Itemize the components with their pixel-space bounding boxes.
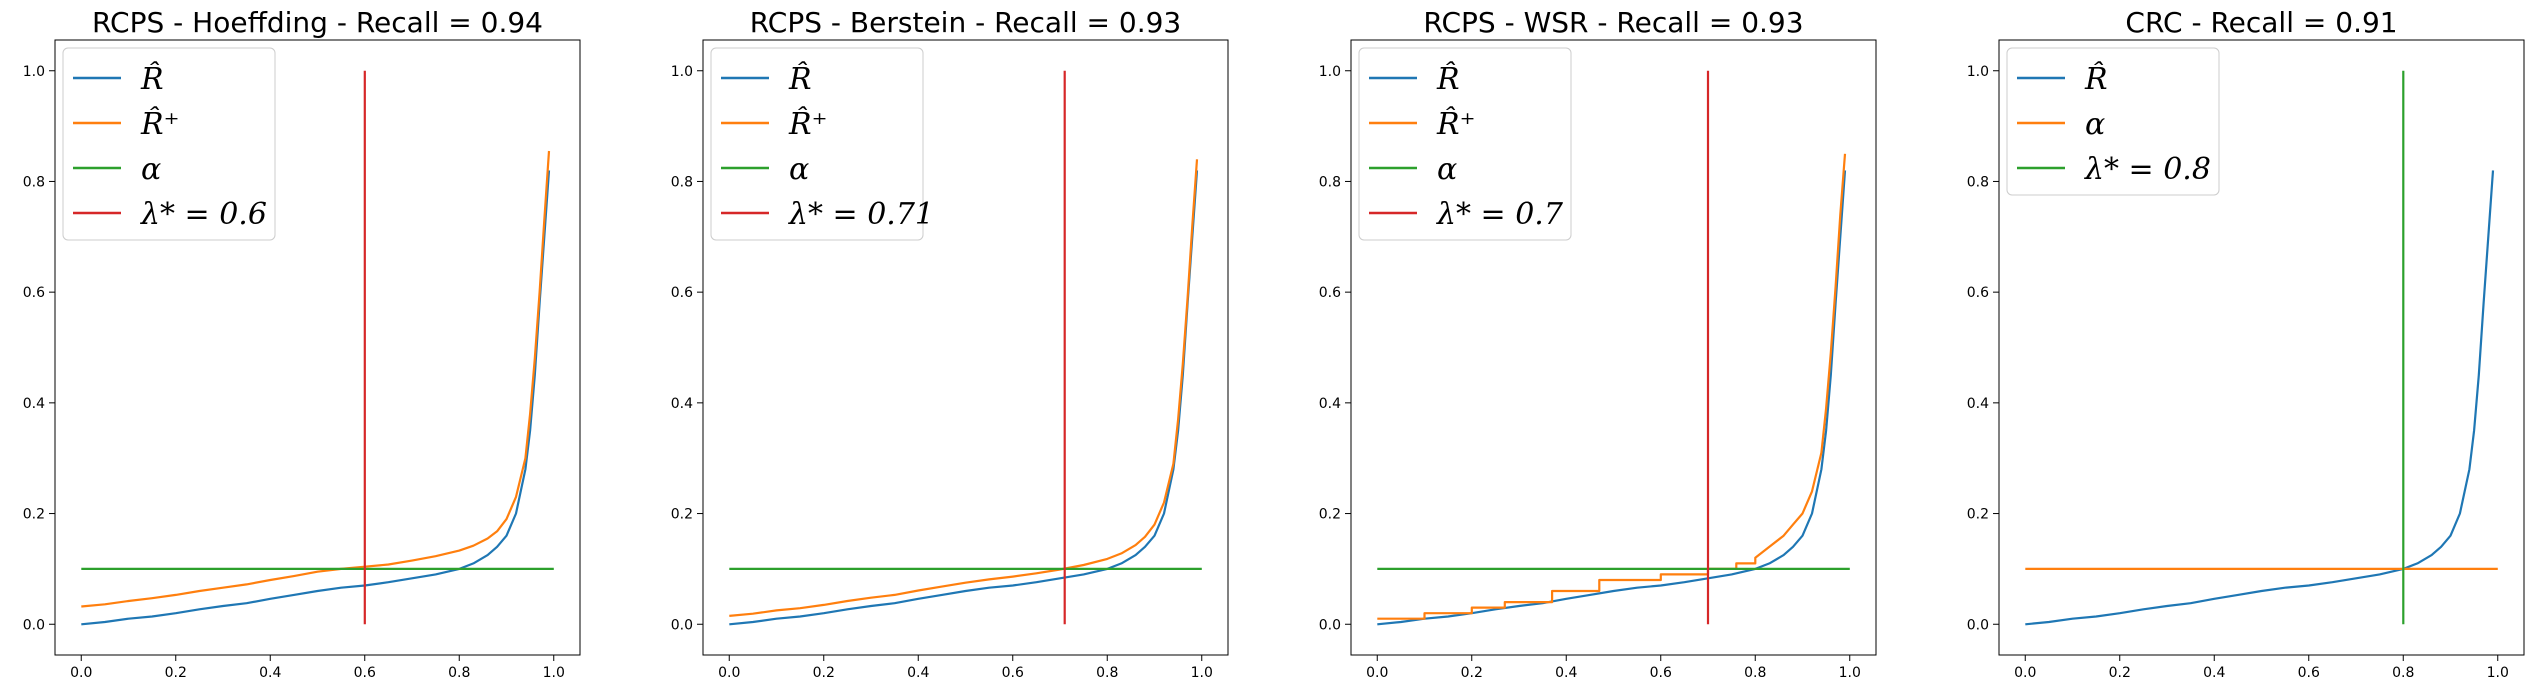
legend-label: R̂ [140, 62, 164, 97]
legend-label: α [789, 152, 809, 187]
legend-label: λ* = 0.8 [2084, 152, 2211, 187]
x-tick-label: 0.0 [1366, 665, 1388, 681]
y-tick-label: 0.6 [671, 285, 693, 301]
series-line-1 [2025, 170, 2495, 626]
x-tick-label: 0.8 [2392, 665, 2414, 681]
legend-label: α [1437, 152, 1457, 187]
y-tick-label: 0.4 [1319, 396, 1341, 412]
x-tick-label: 0.8 [448, 665, 470, 681]
x-tick-label: 0.2 [813, 665, 835, 681]
legend-label: λ* = 0.7 [1436, 197, 1564, 232]
x-tick-label: 0.2 [1461, 665, 1483, 681]
series-line-1 [1377, 170, 1847, 626]
y-tick-label: 0.2 [1967, 507, 1989, 523]
x-tick-label: 0.0 [2014, 665, 2036, 681]
y-tick-label: 1.0 [671, 64, 693, 80]
y-tick-label: 0.8 [23, 174, 45, 190]
x-tick-label: 0.4 [907, 665, 929, 681]
x-tick-label: 0.6 [354, 665, 376, 681]
y-tick-label: 0.0 [23, 617, 45, 633]
chart-panel-3: RCPS - WSR - Recall = 0.93 0.0 0.2 0.4 0.6 0.… [1319, 6, 1877, 681]
x-tick-label: 1.0 [1839, 665, 1861, 681]
y-tick-label: 0.0 [1967, 617, 1989, 633]
legend-label: R̂⁺ [788, 107, 827, 142]
series-lines [1377, 70, 1850, 626]
x-tick-label: 0.4 [2203, 665, 2225, 681]
plot-frame [1998, 39, 2525, 656]
series-line-1 [81, 170, 551, 626]
y-tick-label: 0.6 [23, 285, 45, 301]
y-tick-label: 0.4 [1967, 396, 1989, 412]
plot-frame [1350, 39, 1877, 656]
x-tick-label: 0.6 [1002, 665, 1024, 681]
y-tick-label: 0.8 [671, 174, 693, 190]
legend-box [710, 47, 924, 241]
chart-title: RCPS - WSR - Recall = 0.93 [1423, 6, 1803, 39]
legend-label: R̂⁺ [1436, 107, 1475, 142]
x-tick-label: 0.8 [1744, 665, 1766, 681]
x-tick-label: 0.8 [1096, 665, 1118, 681]
legend-label: R̂ [2084, 62, 2108, 97]
chart-panel-4: CRC - Recall = 0.91 0.0 0.2 0.4 0.6 0.8 1.0 0.0… [1967, 6, 2525, 681]
legend: R̂ α λ* = 0.8 [2006, 47, 2220, 196]
x-tick-label: 0.0 [718, 665, 740, 681]
x-tick-label: 1.0 [543, 665, 565, 681]
y-tick-label: 1.0 [1967, 64, 1989, 80]
legend-label: α [2085, 107, 2105, 142]
series-line-2 [729, 159, 1199, 617]
legend: R̂ R̂⁺ α λ* = 0.6 [62, 47, 276, 241]
x-tick-label: 0.6 [1650, 665, 1672, 681]
x-tick-label: 0.4 [259, 665, 281, 681]
series-lines [2025, 70, 2498, 626]
legend-label: R̂ [1436, 62, 1460, 97]
legend-label: R̂⁺ [140, 107, 179, 142]
x-tick-label: 0.0 [70, 665, 92, 681]
y-tick-label: 0.6 [1319, 285, 1341, 301]
y-tick-label: 0.0 [1319, 617, 1341, 633]
y-tick-label: 0.2 [1319, 507, 1341, 523]
legend: R̂ R̂⁺ α λ* = 0.71 [710, 47, 934, 241]
chart-title: RCPS - Berstein - Recall = 0.93 [750, 6, 1181, 39]
series-lines [81, 70, 554, 626]
y-tick-label: 0.2 [671, 507, 693, 523]
x-tick-label: 1.0 [2487, 665, 2509, 681]
y-tick-label: 0.4 [671, 396, 693, 412]
legend-label: R̂ [788, 62, 812, 97]
y-tick-label: 0.2 [23, 507, 45, 523]
y-tick-label: 0.4 [23, 396, 45, 412]
legend-label: λ* = 0.71 [788, 197, 934, 232]
chart-title: RCPS - Hoeffding - Recall = 0.94 [92, 6, 543, 39]
plot-frame [54, 39, 581, 656]
series-lines [729, 70, 1202, 626]
x-tick-label: 0.2 [165, 665, 187, 681]
y-tick-label: 1.0 [23, 64, 45, 80]
y-tick-label: 1.0 [1319, 64, 1341, 80]
legend-box [2006, 47, 2220, 196]
y-tick-label: 0.8 [1967, 174, 1989, 190]
x-tick-label: 1.0 [1191, 665, 1213, 681]
legend-label: λ* = 0.6 [140, 197, 267, 232]
x-tick-label: 0.6 [2298, 665, 2320, 681]
chart-title: CRC - Recall = 0.91 [2125, 6, 2397, 39]
x-tick-label: 0.4 [1555, 665, 1577, 681]
x-tick-label: 0.2 [2109, 665, 2131, 681]
y-tick-label: 0.0 [671, 617, 693, 633]
chart-panel-2: RCPS - Berstein - Recall = 0.93 0.0 0.2 0.4… [671, 6, 1229, 681]
series-line-2 [81, 150, 551, 608]
y-tick-label: 0.8 [1319, 174, 1341, 190]
legend: R̂ R̂⁺ α λ* = 0.7 [1358, 47, 1572, 241]
legend-box [1358, 47, 1572, 241]
chart-panel-1: RCPS - Hoeffding - Recall = 0.94 0.0 0.2 0.… [23, 6, 581, 681]
legend-box [62, 47, 276, 241]
y-tick-label: 0.6 [1967, 285, 1989, 301]
legend-label: α [141, 152, 161, 187]
plot-frame [702, 39, 1229, 656]
